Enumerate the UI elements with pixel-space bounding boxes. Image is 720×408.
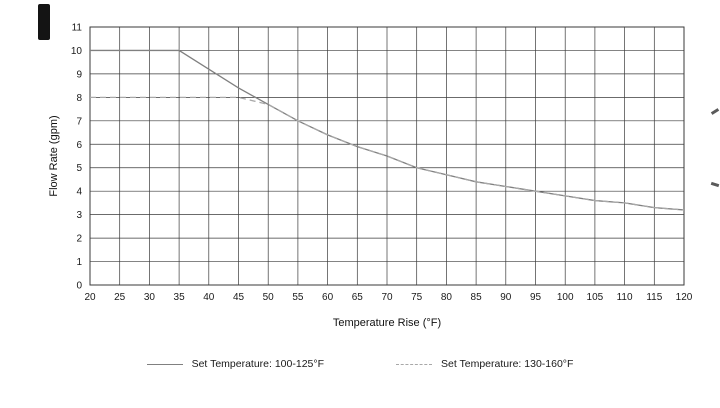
legend-line-solid-icon (146, 363, 183, 365)
svg-text:0: 0 (76, 281, 82, 292)
svg-text:115: 115 (646, 292, 662, 303)
svg-text:20: 20 (84, 292, 96, 303)
svg-text:8: 8 (76, 93, 82, 104)
svg-text:45: 45 (233, 292, 245, 303)
svg-text:5: 5 (76, 163, 82, 174)
svg-text:2: 2 (76, 234, 82, 245)
axis-tick-labels: 20 25 30 35 40 45 50 55 60 65 70 75 80 85 90 95 100 105 11… (71, 23, 693, 304)
x-axis-title: Temperature Rise (°F) (333, 317, 441, 329)
svg-text:90: 90 (500, 292, 512, 303)
svg-text:60: 60 (322, 292, 334, 303)
svg-text:110: 110 (617, 292, 633, 303)
legend-item: Set Temperature: 130-160°F (396, 358, 573, 370)
svg-text:50: 50 (263, 292, 275, 303)
svg-text:25: 25 (114, 292, 126, 303)
legend-label: Set Temperature: 100-125°F (191, 358, 324, 370)
svg-text:85: 85 (471, 292, 483, 303)
svg-text:100: 100 (557, 292, 574, 303)
svg-text:7: 7 (76, 116, 82, 127)
legend-item: Set Temperature: 100-125°F (146, 358, 324, 370)
svg-text:3: 3 (76, 210, 82, 221)
svg-text:55: 55 (292, 292, 304, 303)
svg-text:9: 9 (76, 69, 82, 80)
series-lines (90, 49, 685, 211)
svg-text:65: 65 (352, 292, 364, 303)
flow-rate-chart: 20 25 30 35 40 45 50 55 60 65 70 75 80 85 90 95 100 105 11… (48, 23, 693, 330)
svg-text:6: 6 (76, 140, 82, 151)
svg-text:40: 40 (203, 292, 215, 303)
legend-line-dashed-icon (396, 363, 432, 365)
svg-text:95: 95 (530, 292, 542, 303)
svg-text:30: 30 (144, 292, 156, 303)
svg-text:80: 80 (441, 292, 453, 303)
svg-text:35: 35 (174, 292, 186, 303)
legend: Set Temperature: 100-125°F Set Temperatu… (0, 358, 720, 370)
svg-text:75: 75 (411, 292, 423, 303)
svg-text:4: 4 (76, 187, 82, 198)
legend-label: Set Temperature: 130-160°F (441, 358, 574, 370)
y-axis-title: Flow Rate (gpm) (48, 115, 60, 196)
svg-text:70: 70 (381, 292, 393, 303)
svg-text:10: 10 (71, 46, 83, 57)
svg-text:1: 1 (76, 257, 82, 268)
svg-text:105: 105 (587, 292, 604, 303)
grid (89, 26, 685, 286)
svg-text:11: 11 (72, 23, 83, 34)
svg-text:120: 120 (676, 292, 693, 303)
scan-artifact (38, 4, 50, 40)
